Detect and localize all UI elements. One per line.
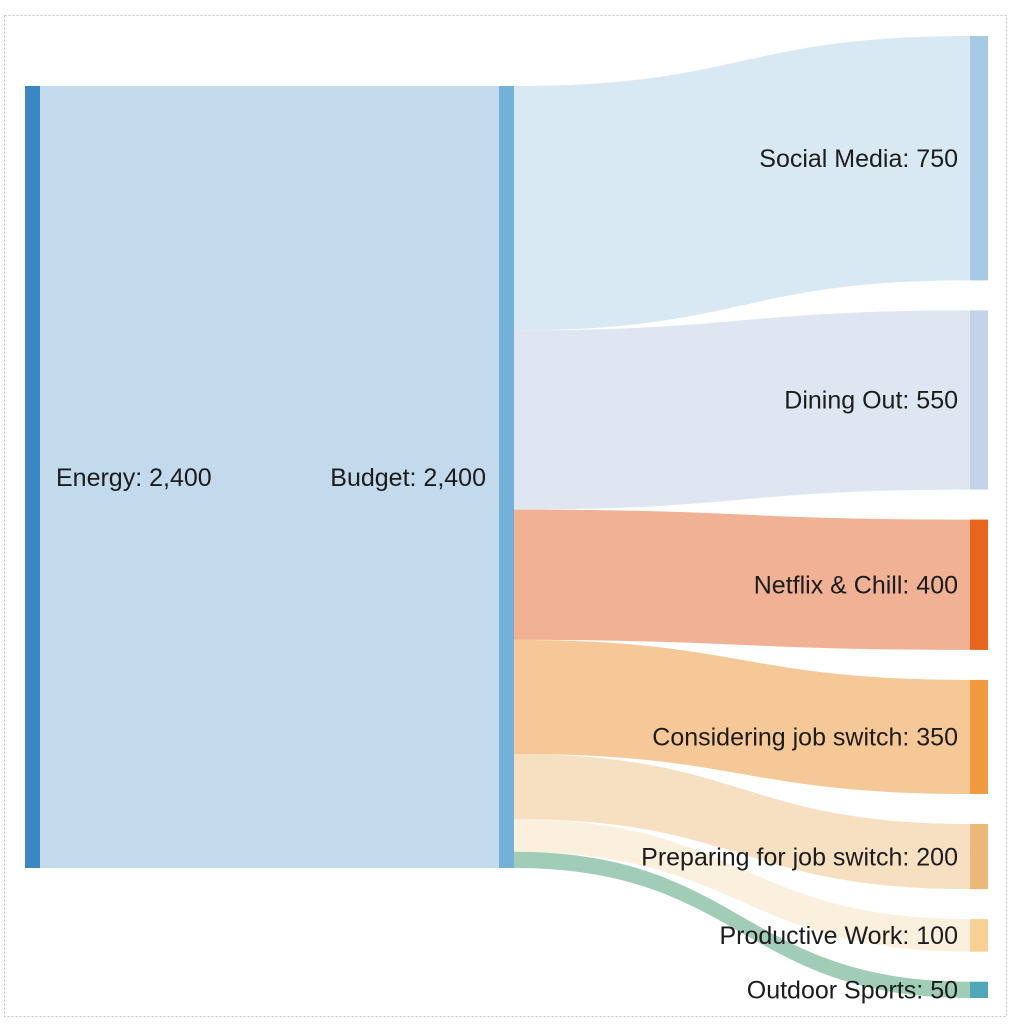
sankey-labels-layer: Energy: 2,400 Budget: 2,400 Social Media… xyxy=(56,145,958,1005)
node-label-energy: Energy: 2,400 xyxy=(56,464,212,492)
node-label-budget: Budget: 2,400 xyxy=(330,464,486,492)
node-label-outdoor-sports: Outdoor Sports: 50 xyxy=(747,977,958,1005)
node-label-considering-job-switch: Considering job switch: 350 xyxy=(652,724,958,752)
node-label-productive-work: Productive Work: 100 xyxy=(719,922,958,950)
node-label-dining-out: Dining Out: 550 xyxy=(784,387,958,415)
sankey-node-energy[interactable] xyxy=(25,86,40,868)
sankey-link-budget-to-social-media[interactable] xyxy=(514,36,970,331)
sankey-link-budget-to-considering-job-switch[interactable] xyxy=(514,639,970,794)
sankey-links-layer xyxy=(40,36,970,998)
sankey-node-productive-work[interactable] xyxy=(970,919,988,952)
sankey-link-budget-to-netflix-chill[interactable] xyxy=(514,509,970,650)
figure-border xyxy=(4,15,1007,1017)
sankey-node-dining-out[interactable] xyxy=(970,310,988,490)
sankey-link-budget-to-outdoor-sports[interactable] xyxy=(514,851,970,998)
sankey-nodes-layer xyxy=(25,36,988,998)
node-label-netflix-chill: Netflix & Chill: 400 xyxy=(754,572,958,600)
sankey-link-budget-to-dining-out[interactable] xyxy=(514,310,970,510)
node-label-social-media: Social Media: 750 xyxy=(759,145,958,173)
sankey-node-budget[interactable] xyxy=(499,86,514,868)
node-label-preparing-job-switch: Preparing for job switch: 200 xyxy=(641,843,958,871)
sankey-node-preparing-job-switch[interactable] xyxy=(970,823,988,890)
sankey-link-budget-to-preparing-job-switch[interactable] xyxy=(514,753,970,890)
sankey-node-social-media[interactable] xyxy=(970,36,988,281)
sankey-link-energy-to-budget[interactable] xyxy=(40,86,499,868)
sankey-link-budget-to-productive-work[interactable] xyxy=(514,819,970,952)
sankey-node-outdoor-sports[interactable] xyxy=(970,981,988,998)
sankey-node-netflix-chill[interactable] xyxy=(970,519,988,650)
sankey-node-considering-job-switch[interactable] xyxy=(970,679,988,794)
